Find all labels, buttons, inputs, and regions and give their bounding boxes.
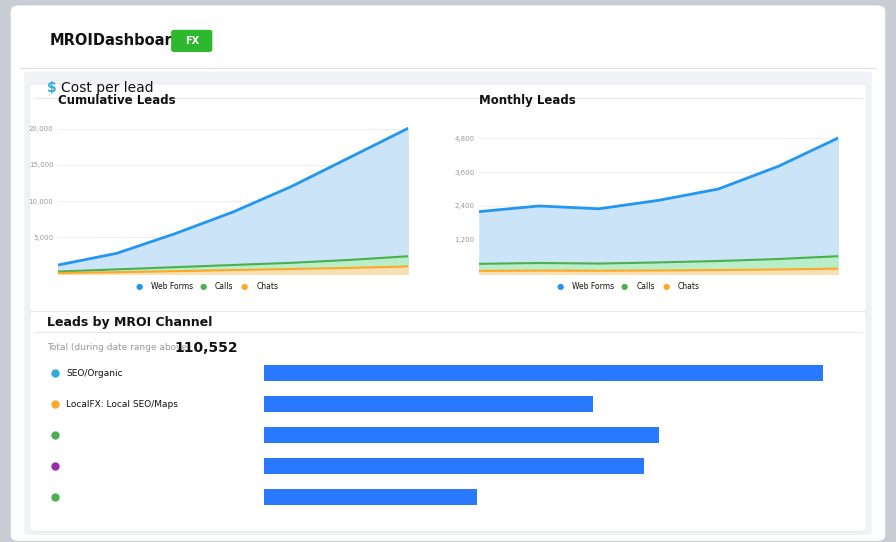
Bar	[264, 427, 659, 443]
Text: Calls: Calls	[636, 282, 655, 291]
Text: 110,552: 110,552	[175, 341, 238, 355]
Text: ●: ●	[621, 282, 628, 291]
FancyBboxPatch shape	[11, 5, 885, 541]
Text: ●: ●	[556, 282, 564, 291]
Bar	[264, 458, 643, 474]
Text: $: $	[47, 81, 56, 95]
Text: ●: ●	[200, 282, 207, 291]
Text: FX: FX	[185, 36, 199, 46]
Text: LocalFX: Local SEO/Maps: LocalFX: Local SEO/Maps	[66, 399, 177, 409]
Bar	[264, 489, 477, 505]
Bar	[264, 365, 823, 381]
Text: MROIDashboard: MROIDashboard	[49, 33, 183, 48]
FancyBboxPatch shape	[30, 84, 866, 312]
Text: Web Forms: Web Forms	[572, 282, 614, 291]
FancyBboxPatch shape	[171, 30, 212, 52]
Text: Calls: Calls	[215, 282, 234, 291]
Text: Leads by MROI Channel: Leads by MROI Channel	[47, 316, 212, 329]
Text: Cumulative Leads: Cumulative Leads	[58, 94, 176, 107]
Text: Total (during date range above): Total (during date range above)	[47, 344, 190, 352]
Text: Web Forms: Web Forms	[151, 282, 193, 291]
Bar	[264, 396, 593, 412]
Text: Cost per lead: Cost per lead	[61, 81, 153, 95]
Text: SEO/Organic: SEO/Organic	[66, 369, 123, 378]
Text: Monthly Leads: Monthly Leads	[479, 94, 576, 107]
Text: Chats: Chats	[677, 282, 700, 291]
Text: ●: ●	[241, 282, 248, 291]
FancyBboxPatch shape	[24, 72, 872, 535]
FancyBboxPatch shape	[30, 312, 866, 531]
Text: ●: ●	[135, 282, 142, 291]
Text: ●: ●	[662, 282, 669, 291]
Text: Chats: Chats	[256, 282, 279, 291]
